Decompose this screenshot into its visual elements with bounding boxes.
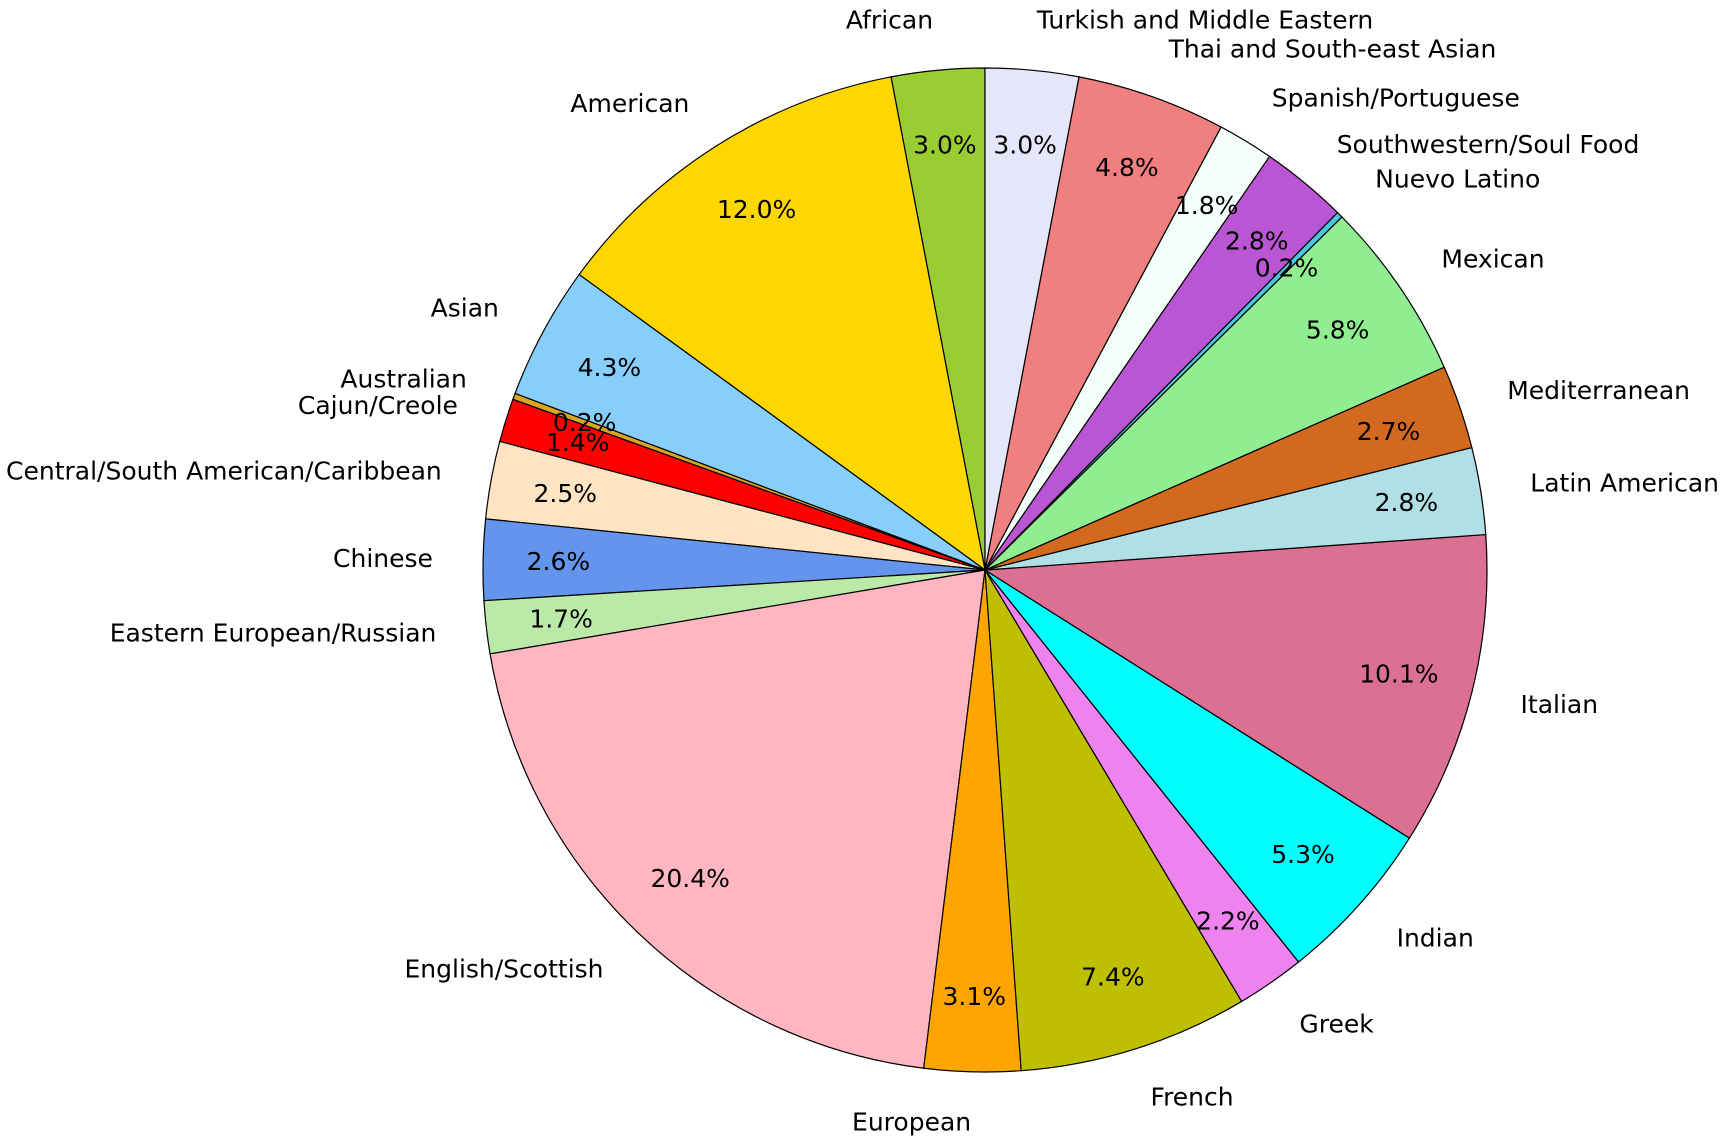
pct-label-australian: 0.2% [553,408,617,437]
category-label-mediterranean: Mediterranean [1507,376,1690,405]
pie-slice-turkish-and-middle-eastern [984,67,1080,571]
category-label-greek: Greek [1299,1009,1374,1038]
pct-label-cajun-creole: 1.4% [546,428,610,457]
pie-slice-indian [984,569,1411,963]
pct-label-eastern-european-russian: 1.7% [529,604,593,633]
pct-label-american: 12.0% [717,195,796,224]
pie-slice-french [984,569,1243,1072]
pct-label-greek: 2.2% [1196,906,1260,935]
pct-label-english-scottish: 20.4% [651,864,730,893]
pie-slice-mexican [984,216,1446,571]
category-label-spanish-portuguese: Spanish/Portuguese [1272,84,1520,113]
category-label-american: American [570,89,689,118]
pie-slice-english-scottish [489,569,986,1069]
category-label-eastern-european-russian: Eastern European/Russian [110,619,437,648]
category-label-indian: Indian [1397,924,1474,953]
category-label-european: European [852,1108,971,1137]
category-label-thai-and-south-east-asian: Thai and South-east Asian [1168,35,1497,64]
category-label-turkish-and-middle-eastern: Turkish and Middle Eastern [1036,6,1373,35]
pie-slice-italian [983,533,1488,839]
pct-label-european: 3.1% [943,982,1007,1011]
category-label-southwestern-soul-food: Southwestern/Soul Food [1337,130,1640,159]
pie-slice-thai-and-south-east-asian [984,76,1222,571]
category-label-african: African [846,6,933,35]
category-label-australian: Australian [340,365,466,394]
pie-slice-american [578,76,986,572]
pct-label-mediterranean: 2.7% [1357,417,1421,446]
pct-label-turkish-and-middle-eastern: 3.0% [993,131,1057,160]
percent-labels-layer: 3.0%12.0%4.3%0.2%1.4%2.5%2.6%1.7%20.4%3.… [527,131,1439,1011]
category-labels-layer: African American Asian AustralianCajun/Creo… [6,6,1719,1137]
pct-label-french: 7.4% [1081,963,1145,992]
category-label-asian: Asian [431,294,499,323]
pct-label-central-south-american-caribbean: 2.5% [533,479,597,508]
category-label-latin-american: Latin American [1530,468,1719,497]
category-label-central-south-american-caribbean: Central/South American/Caribbean [6,456,442,485]
category-label-cajun-creole: Cajun/Creole [298,391,458,420]
pct-label-thai-and-south-east-asian: 4.8% [1095,153,1159,182]
category-label-mexican: Mexican [1441,245,1544,274]
category-label-french: French [1151,1082,1234,1111]
pct-label-latin-american: 2.8% [1375,488,1439,517]
pct-label-chinese: 2.6% [527,547,591,576]
slices-layer [482,67,1488,1073]
pct-label-african: 3.0% [913,131,977,160]
category-label-nuevo-latino: Nuevo Latino [1375,165,1540,194]
category-label-italian: Italian [1521,690,1599,719]
pct-label-southwestern-soul-food: 2.8% [1225,227,1289,256]
pct-label-asian: 4.3% [578,353,642,382]
pct-label-italian: 10.1% [1359,660,1438,689]
pct-label-spanish-portuguese: 1.8% [1175,191,1239,220]
category-label-chinese: Chinese [333,544,433,573]
pct-label-mexican: 5.8% [1306,315,1370,344]
pct-label-indian: 5.3% [1271,840,1335,869]
category-label-english-scottish: English/Scottish [404,955,603,984]
pct-label-nuevo-latino: 0.2% [1255,254,1319,283]
